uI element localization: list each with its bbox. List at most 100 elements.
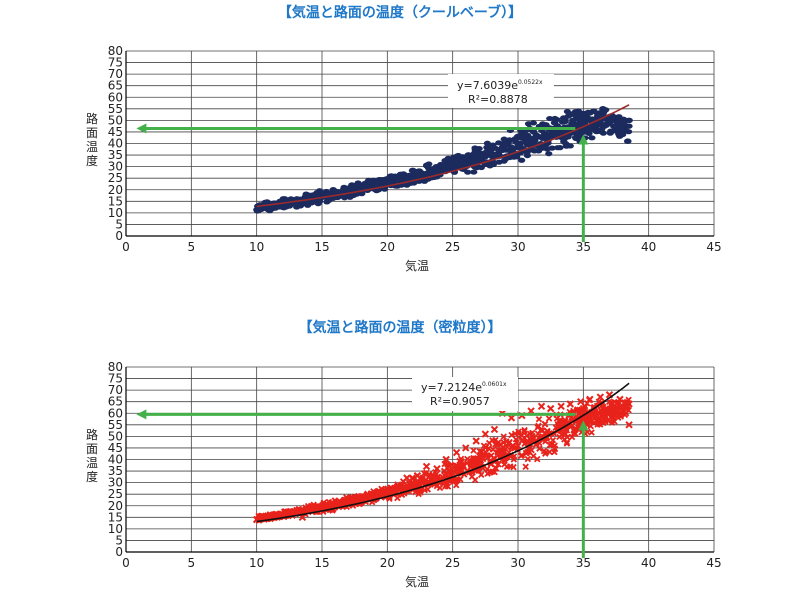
scatter-point (557, 402, 565, 411)
scatter-point (577, 397, 585, 406)
scatter-point (589, 108, 598, 114)
scatter-point (530, 452, 537, 460)
scatter-point (592, 129, 601, 135)
scatter-point (518, 452, 526, 459)
scatter-point (432, 469, 439, 476)
scatter-point (546, 115, 554, 122)
scatter-point (600, 122, 608, 128)
x-tick-label: 45 (706, 240, 721, 254)
x-tick-label: 10 (249, 556, 264, 570)
scatter-point (545, 151, 553, 157)
x-tick-label: 40 (641, 240, 656, 254)
scatter-point (528, 139, 536, 145)
scatter-point (422, 462, 431, 471)
scatter-point (344, 497, 352, 505)
x-tick-label: 30 (510, 240, 525, 254)
x-tick-label: 25 (445, 240, 460, 254)
scatter-point (609, 405, 616, 412)
scatter-point (625, 129, 633, 135)
y-tick-label: 65 (108, 79, 123, 93)
scatter-point (452, 448, 461, 457)
y-tick-label: 0 (115, 229, 123, 243)
scatter-point (364, 490, 372, 498)
scatter-point (566, 143, 574, 149)
y-tick-label: 75 (108, 56, 123, 70)
x-tick-label: 35 (576, 240, 591, 254)
scatter-point (610, 123, 618, 129)
scatter-point (354, 492, 363, 501)
scatter-point (605, 119, 613, 125)
y-tick-label: 35 (108, 464, 123, 478)
x-tick-label: 15 (314, 240, 329, 254)
scatter-point (481, 149, 490, 156)
y-axis-label: 路面温度 (86, 111, 98, 168)
scatter-point (557, 419, 565, 426)
scatter-point (477, 471, 485, 479)
scatter-point (511, 430, 519, 438)
y-tick-label: 50 (108, 113, 123, 127)
y-tick-label: 5 (115, 533, 123, 547)
scatter-point (483, 140, 491, 146)
scatter-point (501, 140, 509, 147)
scatter-point (558, 119, 567, 125)
scatter-point (579, 404, 587, 412)
scatter-point (616, 395, 624, 404)
x-tick-label: 5 (188, 556, 196, 570)
scatter-point (545, 415, 553, 422)
plot-area: 0 5 10 15 20 25 30 35 40 450510152025303540455055… (108, 360, 722, 570)
scatter-point (570, 427, 577, 434)
scatter-point (528, 147, 537, 153)
scatter-point (566, 400, 574, 408)
scatter-point (442, 470, 450, 478)
x-tick-label: 0 (122, 240, 130, 254)
y-tick-label: 70 (108, 383, 123, 397)
scatter-point (542, 448, 550, 456)
scatter-point (625, 117, 633, 124)
scatter-point (396, 485, 403, 492)
scatter-point (566, 112, 575, 118)
x-tick-label: 20 (380, 240, 395, 254)
scatter-point (556, 433, 563, 441)
scatter-point (394, 481, 402, 489)
scatter-point (394, 494, 401, 502)
scatter-point (310, 501, 317, 509)
scatter-point (472, 154, 480, 161)
scatter-point (484, 454, 491, 461)
scatter-point (533, 133, 541, 139)
scatter-point (403, 182, 411, 188)
scatter-point (488, 154, 497, 160)
scatter-point (529, 120, 537, 126)
y-tick-label: 30 (108, 160, 123, 174)
y-tick-label: 25 (108, 171, 123, 185)
scatter-point (529, 129, 538, 135)
scatter-point (454, 157, 463, 163)
scatter-point (520, 131, 529, 138)
scatter-point (413, 471, 422, 480)
x-tick-label: 10 (249, 240, 264, 254)
y-tick-label: 35 (108, 148, 123, 162)
y-tick-label: 60 (108, 90, 123, 104)
scatter-point (537, 402, 546, 411)
chart-dense-graded: 【気温と路面の温度（密粒度）】 0 5 10 15 20 25 30 35 40 45051015… (86, 319, 722, 589)
scatter-point (554, 145, 562, 151)
scatter-point (303, 506, 311, 513)
y-tick-label: 80 (108, 44, 123, 58)
scatter-point (523, 439, 530, 446)
scatter-point (569, 117, 577, 124)
scatter-point (614, 414, 622, 421)
scatter-point (625, 400, 633, 408)
y-tick-label: 70 (108, 67, 123, 81)
equation-box: y=7.6039e0.0522x R²=0.8878 (448, 74, 554, 108)
scatter-point (559, 115, 568, 121)
scatter-point (479, 451, 487, 458)
y-tick-label: 45 (108, 125, 123, 139)
chart-cool-pave: 【気温と路面の温度（クールベーブ）】 0 5 10 15 20 25 30 35 40 45051… (86, 4, 722, 273)
scatter-point (374, 488, 382, 496)
chart-title: 【気温と路面の温度（クールベーブ）】 (278, 4, 522, 21)
trendline (256, 104, 630, 208)
scatter-point (426, 168, 434, 174)
scatter-point (523, 450, 530, 457)
scatter-cloud (253, 396, 632, 524)
scatter-point (462, 444, 470, 452)
